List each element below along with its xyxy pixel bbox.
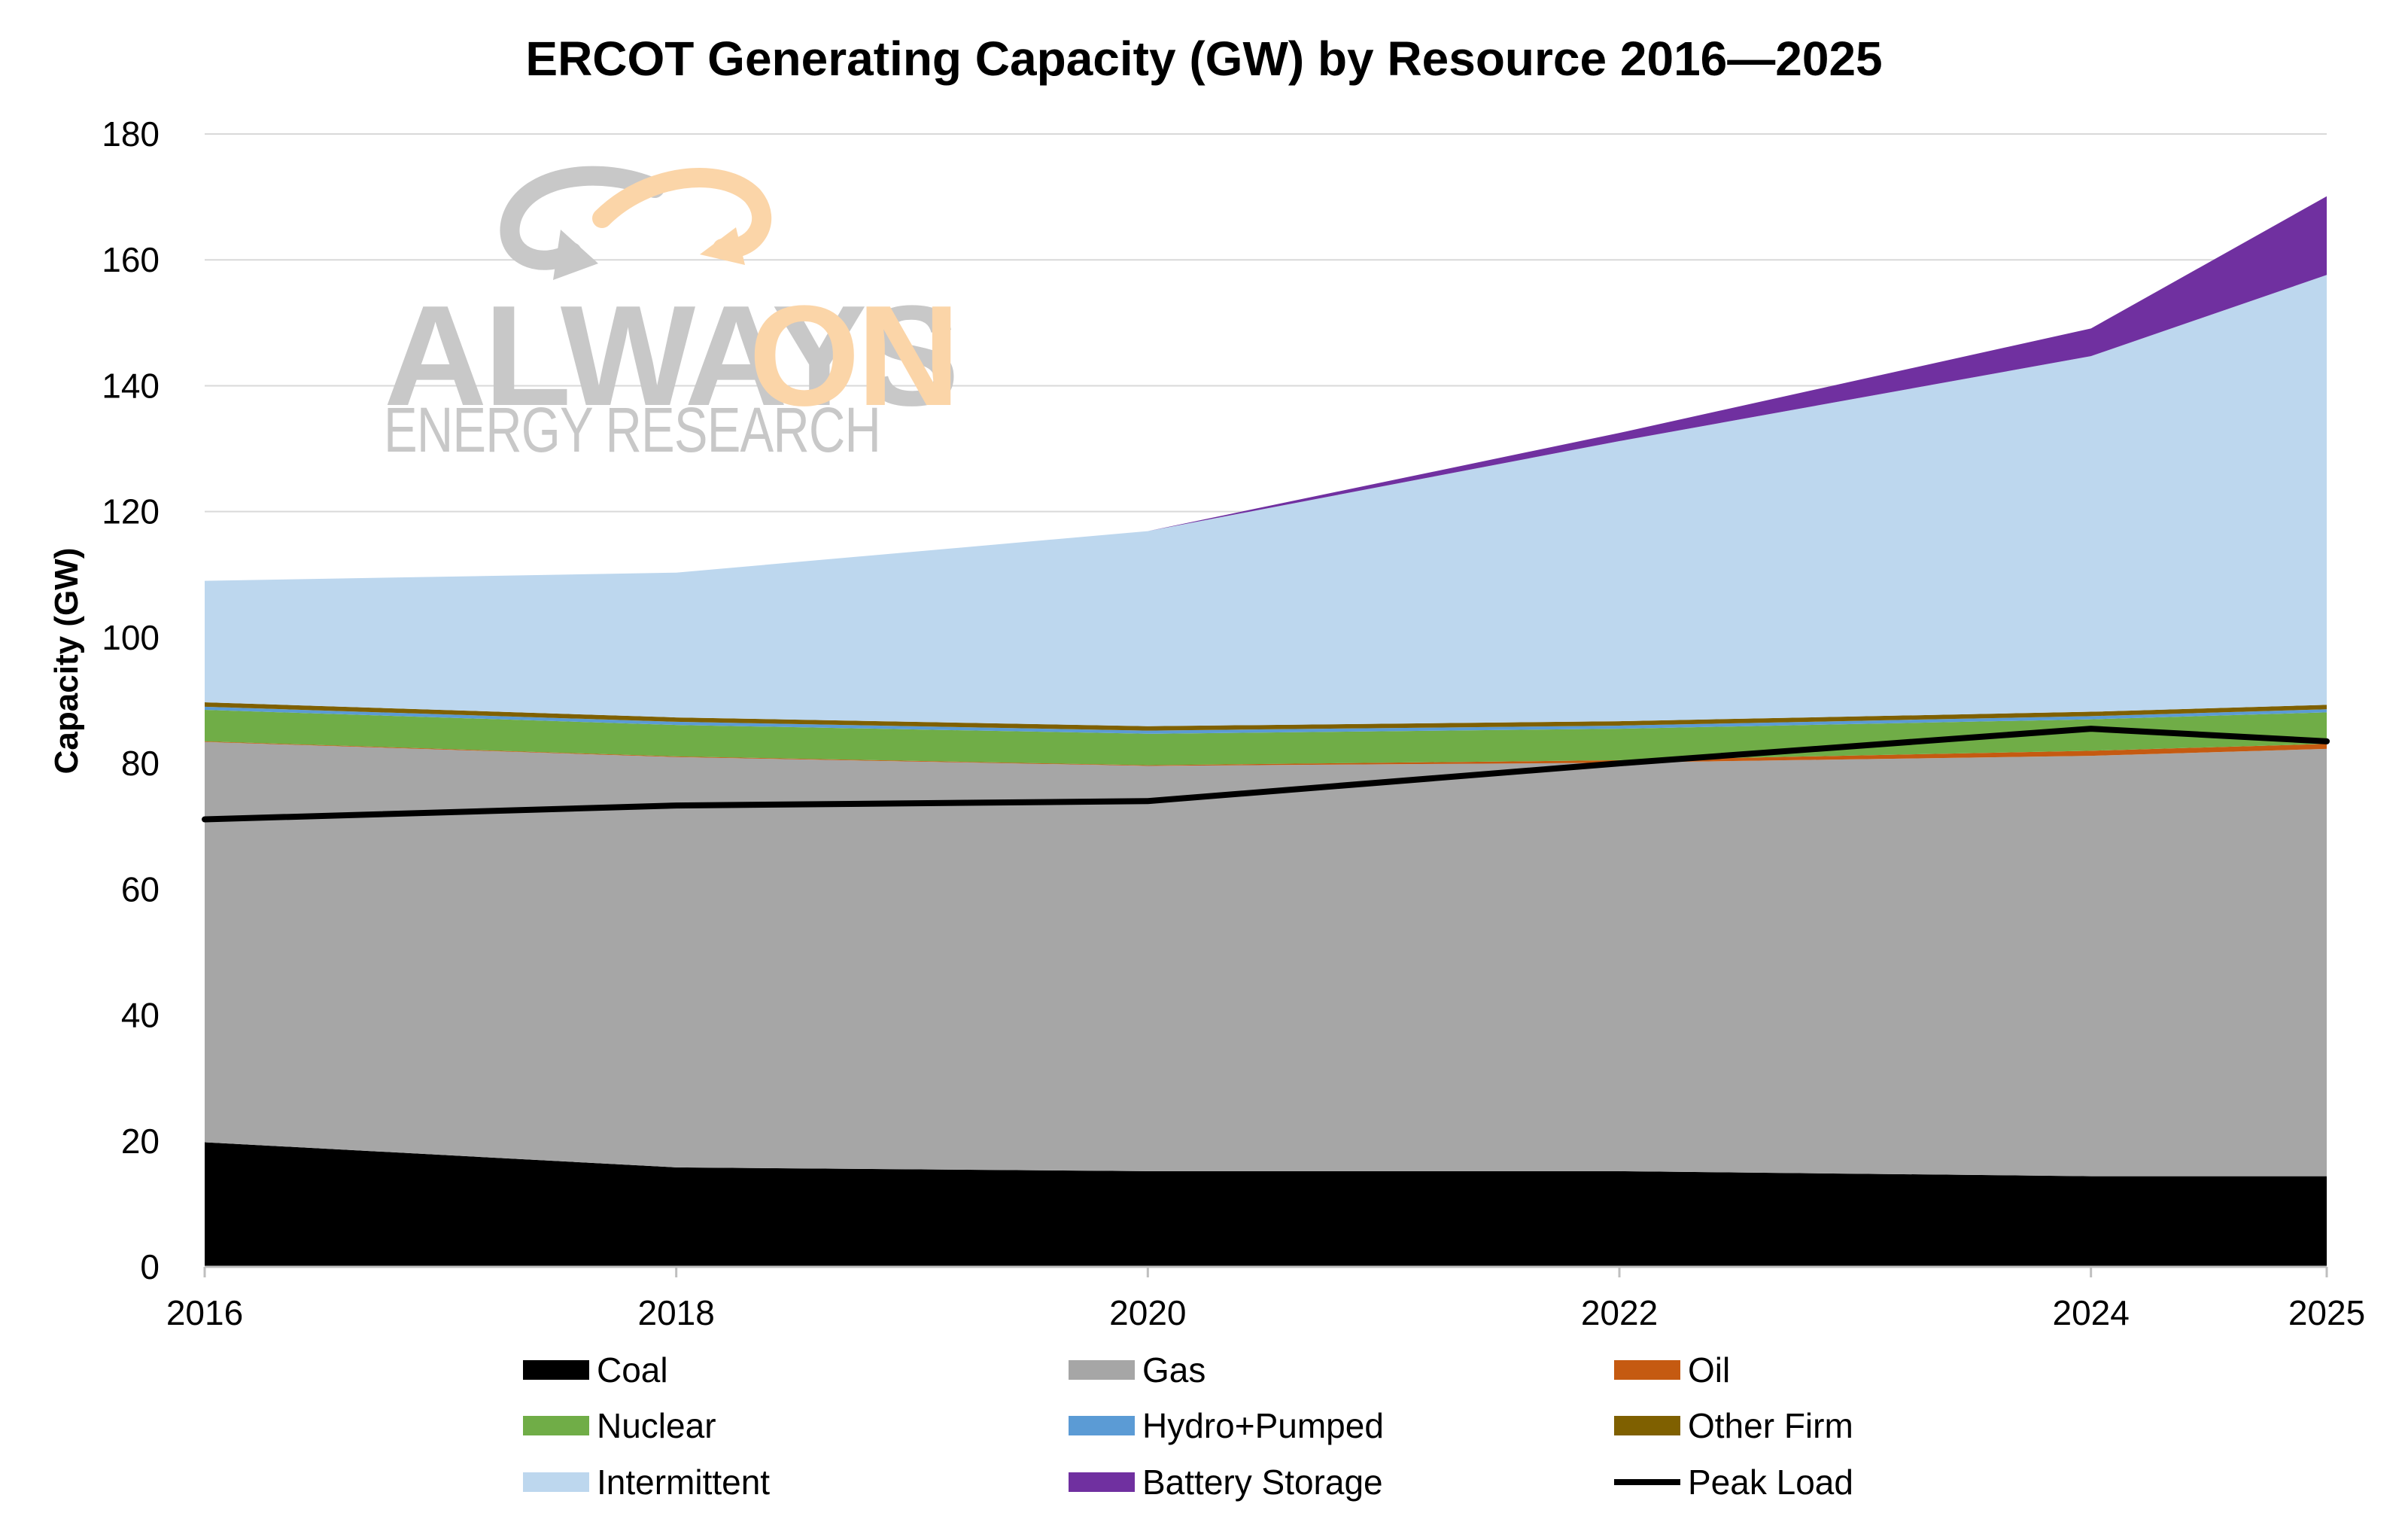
legend: Coal Gas Oil Nuclear Hydro+Pumped Other Firm I…	[523, 1350, 1853, 1502]
area-oil	[205, 741, 2327, 766]
legend-label-hydro-pumped: Hydro+Pumped	[1142, 1406, 1384, 1445]
legend-swatch-hydro-pumped	[1069, 1416, 1135, 1435]
legend-swatch-intermittent	[523, 1472, 589, 1492]
watermark-on-text: ON	[749, 276, 957, 436]
x-tick-label-2018: 2018	[637, 1293, 714, 1332]
line-peak-load	[202, 726, 2330, 823]
legend-label-peak-load: Peak Load	[1688, 1463, 1853, 1502]
area-intermittent	[205, 275, 2327, 726]
legend-label-intermittent: Intermittent	[597, 1463, 770, 1502]
watermark-gray-arrow	[500, 166, 664, 270]
x-tick-label-2022: 2022	[1581, 1293, 1658, 1332]
y-tick-label-0: 0	[140, 1247, 160, 1286]
area-coal	[205, 1142, 2327, 1267]
legend-label-coal: Coal	[597, 1350, 668, 1390]
y-tick-label-20: 20	[121, 1122, 160, 1161]
area-hydro-pumped	[205, 706, 2327, 734]
y-tick-label-80: 80	[121, 744, 160, 783]
legend-swatch-coal	[523, 1360, 589, 1380]
watermark-orange-arrowhead	[700, 227, 745, 265]
legend-label-battery-storage: Battery Storage	[1142, 1463, 1383, 1502]
watermark-always-text: ALWAYS	[384, 276, 956, 436]
watermark-energy-research-text: ENERGY RESEARCH	[384, 394, 880, 465]
y-tick-label-100: 100	[102, 618, 160, 657]
x-tick-label-2024: 2024	[2052, 1293, 2129, 1332]
y-tick-label-60: 60	[121, 869, 160, 909]
legend-label-gas: Gas	[1142, 1350, 1206, 1390]
axes: 0 20 40 60 80 100 120 140 160 180 2016 2018 2020 2022…	[102, 114, 2365, 1332]
x-tick-label-2020: 2020	[1109, 1293, 1186, 1332]
legend-label-nuclear: Nuclear	[597, 1406, 716, 1445]
area-other-firm	[205, 702, 2327, 731]
x-tick-label-2025: 2025	[2288, 1293, 2365, 1332]
x-tick-label-2016: 2016	[166, 1293, 243, 1332]
y-axis-label: Capacity (GW)	[48, 548, 85, 775]
chart-title: ERCOT Generating Capacity (GW) by Resour…	[525, 32, 1882, 86]
y-tick-label-160: 160	[102, 240, 160, 279]
y-tick-label-120: 120	[102, 492, 160, 531]
area-gas	[205, 741, 2327, 1177]
legend-swatch-oil	[1614, 1360, 1680, 1380]
legend-swatch-battery-storage	[1069, 1472, 1135, 1492]
legend-label-oil: Oil	[1688, 1350, 1730, 1390]
legend-swatch-gas	[1069, 1360, 1135, 1380]
y-tick-label-180: 180	[102, 114, 160, 154]
legend-swatch-nuclear	[523, 1416, 589, 1435]
watermark-gray-arrowhead	[553, 230, 598, 280]
y-tick-label-140: 140	[102, 366, 160, 405]
y-tick-label-40: 40	[121, 996, 160, 1035]
area-battery-storage	[205, 196, 2327, 581]
legend-swatch-other-firm	[1614, 1416, 1680, 1435]
legend-label-other-firm: Other Firm	[1688, 1406, 1853, 1445]
watermark-orange-arrow	[592, 168, 772, 259]
line-series	[202, 726, 2330, 823]
